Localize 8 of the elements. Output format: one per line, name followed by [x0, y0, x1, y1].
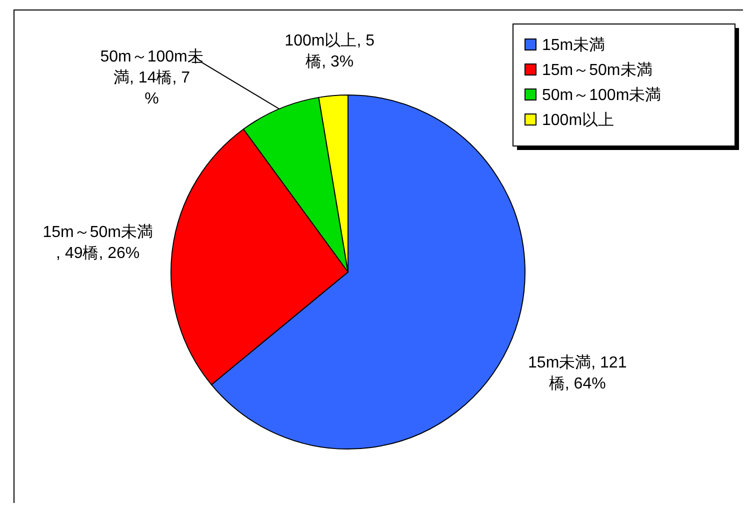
- data-label: 15m～50m未満, 49橋, 26%: [42, 223, 153, 262]
- legend-label: 15m未満: [542, 36, 606, 54]
- data-label: 50m～100m未満, 14橋, 7%: [100, 47, 204, 108]
- data-label: 15m未満, 121橋, 64%: [528, 354, 627, 393]
- legend-label: 100m以上: [542, 111, 614, 129]
- legend-label: 50m～100m未満: [542, 86, 662, 104]
- legend-label: 15m～50m未満: [542, 61, 652, 79]
- data-label: 100m以上, 5橋, 3%: [284, 31, 375, 70]
